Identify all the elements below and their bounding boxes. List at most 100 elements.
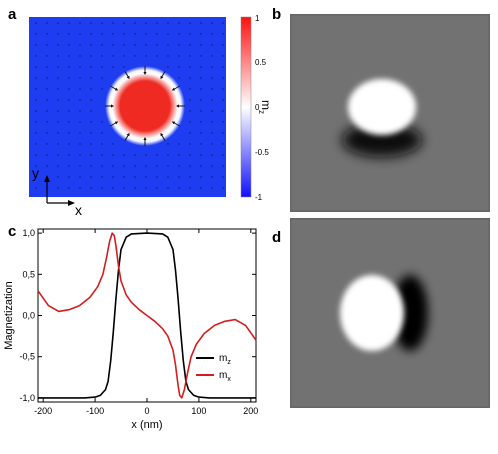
spin-dot bbox=[189, 55, 191, 57]
spin-dot bbox=[200, 187, 202, 189]
spin-dot bbox=[145, 22, 147, 24]
skyrmion-core bbox=[105, 66, 185, 146]
spin-dot bbox=[79, 154, 81, 156]
spin-dot bbox=[222, 22, 224, 24]
spin-dot bbox=[101, 165, 103, 167]
spin-dot bbox=[156, 176, 158, 178]
spin-dot bbox=[200, 55, 202, 57]
spin-dot bbox=[101, 77, 103, 79]
spin-dot bbox=[46, 22, 48, 24]
spin-dot bbox=[68, 187, 70, 189]
spin-dot bbox=[112, 154, 114, 156]
spin-dot bbox=[35, 187, 37, 189]
spin-dot bbox=[79, 66, 81, 68]
spin-dot bbox=[167, 165, 169, 167]
spin-dot bbox=[79, 99, 81, 101]
spin-dot bbox=[211, 143, 213, 145]
spin-dot bbox=[35, 99, 37, 101]
spin-dot bbox=[101, 154, 103, 156]
x-tick-label: 0 bbox=[144, 406, 149, 416]
spin-dot bbox=[112, 33, 114, 35]
axis-label-x: x bbox=[75, 202, 82, 218]
spin-dot bbox=[222, 176, 224, 178]
spin-dot bbox=[211, 165, 213, 167]
spin-dot bbox=[156, 55, 158, 57]
spin-arrow bbox=[124, 71, 129, 78]
spin-dot bbox=[178, 66, 180, 68]
spin-dot bbox=[57, 99, 59, 101]
spin-dot bbox=[90, 33, 92, 35]
panel-label-c: c bbox=[8, 223, 17, 240]
spin-dot bbox=[90, 22, 92, 24]
panel-label-b: b bbox=[272, 6, 282, 23]
spin-dot bbox=[35, 88, 37, 90]
spin-dot bbox=[112, 66, 114, 68]
spin-dot bbox=[57, 143, 59, 145]
spin-dot bbox=[200, 77, 202, 79]
spin-dot bbox=[35, 110, 37, 112]
spin-dot bbox=[156, 165, 158, 167]
spin-dot bbox=[200, 33, 202, 35]
spin-dot bbox=[35, 143, 37, 145]
spin-dot bbox=[189, 22, 191, 24]
spin-dot bbox=[123, 66, 125, 68]
colorbar-tick: 0.5 bbox=[255, 58, 267, 67]
spin-arrow-head bbox=[114, 121, 119, 125]
spin-dot bbox=[134, 22, 136, 24]
spin-dot bbox=[35, 154, 37, 156]
spin-dot bbox=[57, 154, 59, 156]
spin-dot bbox=[156, 22, 158, 24]
spin-dot bbox=[35, 66, 37, 68]
spin-dot bbox=[145, 44, 147, 46]
spin-dot bbox=[167, 55, 169, 57]
spin-dot bbox=[178, 143, 180, 145]
series-line-mz bbox=[38, 232, 256, 399]
spin-dot bbox=[68, 66, 70, 68]
spin-dot bbox=[211, 66, 213, 68]
spin-dot bbox=[189, 121, 191, 123]
spin-dot bbox=[68, 33, 70, 35]
spin-dot bbox=[112, 22, 114, 24]
spin-dot bbox=[167, 22, 169, 24]
spin-dot bbox=[189, 99, 191, 101]
spin-dot bbox=[79, 143, 81, 145]
spin-dot bbox=[189, 33, 191, 35]
spin-dot bbox=[101, 132, 103, 134]
spin-dot bbox=[222, 143, 224, 145]
series-line-mx bbox=[37, 232, 257, 399]
dark-lobe bbox=[392, 275, 428, 351]
spin-dot bbox=[57, 55, 59, 57]
panel-a-figure: 1 0.5 0 -0.5 -1 mz y x bbox=[29, 14, 272, 218]
spin-dot bbox=[101, 33, 103, 35]
spin-arrow bbox=[173, 85, 180, 90]
spin-dot bbox=[222, 55, 224, 57]
spin-dot bbox=[178, 187, 180, 189]
spin-dot bbox=[79, 165, 81, 167]
spin-dot bbox=[46, 132, 48, 134]
bright-lobe bbox=[340, 275, 404, 351]
x-tick-label: -200 bbox=[34, 406, 52, 416]
spin-dot bbox=[112, 165, 114, 167]
x-tick-label: -100 bbox=[86, 406, 104, 416]
spin-dot bbox=[35, 77, 37, 79]
arrow-grid bbox=[35, 22, 224, 189]
spin-dot bbox=[200, 143, 202, 145]
spin-dot bbox=[112, 176, 114, 178]
spin-dot bbox=[79, 22, 81, 24]
spin-dot bbox=[178, 154, 180, 156]
spin-arrow-head bbox=[176, 104, 179, 108]
spin-arrow bbox=[110, 122, 117, 127]
spin-dot bbox=[211, 176, 213, 178]
spin-dot bbox=[79, 88, 81, 90]
magnetization-profile-chart: -200 -100 0 100 200-1,0-0,50,00,51,0 x (nm) … bbox=[3, 228, 258, 431]
spin-dot bbox=[134, 55, 136, 57]
spin-dot bbox=[200, 88, 202, 90]
spin-dot bbox=[57, 132, 59, 134]
spin-dot bbox=[200, 121, 202, 123]
spin-arrow-head bbox=[171, 87, 176, 91]
spin-dot bbox=[178, 33, 180, 35]
spin-dot bbox=[189, 88, 191, 90]
spin-arrow bbox=[173, 122, 180, 127]
spin-dot bbox=[90, 165, 92, 167]
spin-arrow bbox=[161, 134, 166, 141]
